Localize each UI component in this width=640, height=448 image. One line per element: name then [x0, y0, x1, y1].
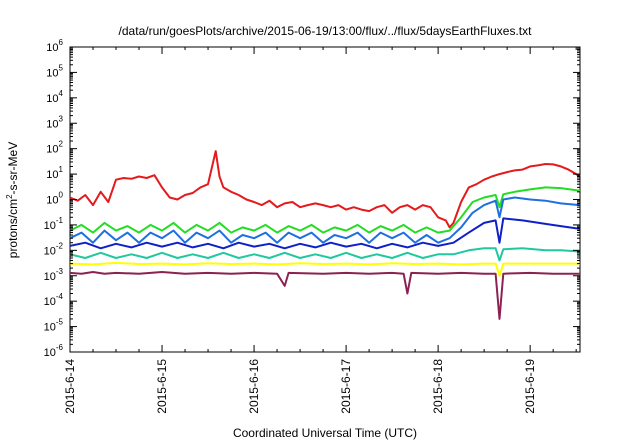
y-tick-label: 10-1: [44, 216, 64, 232]
flux-series-line-7: [69, 271, 580, 320]
y-tick-label: 102: [46, 140, 63, 156]
chart-title: /data/run/goesPlots/archive/2015-06-19/1…: [119, 24, 533, 38]
y-tick-label: 10-6: [44, 343, 64, 359]
flux-series-line-4: [69, 217, 581, 250]
series-group: [69, 150, 581, 320]
y-tick-label: 104: [46, 89, 63, 105]
flux-series-line-5: [69, 247, 581, 262]
x-axis-ticks: 2015-6-14 2015-6-15 2015-6-16 2015-6-17 2015…: [63, 47, 577, 414]
x-axis-label: Coordinated Universal Time (UTC): [233, 426, 417, 440]
y-tick-label: 105: [46, 63, 63, 79]
flux-series-line-1: [69, 150, 581, 229]
y-tick-label: 103: [46, 114, 63, 130]
y-tick-label: 100: [46, 191, 63, 207]
y-axis-label: protons/cm2-s-sr-MeV: [5, 142, 20, 258]
y-tick-label: 106: [46, 38, 63, 54]
y-tick-label: 10-3: [44, 267, 64, 283]
x-tick-label: 2015-6-16: [247, 359, 261, 414]
y-axis-ticks: 10-6 10-5 10-4 10-3 10-2 10-1 100 101 102 103 104 1…: [44, 38, 580, 359]
y-tick-label: 10-5: [44, 318, 64, 334]
x-tick-label: 2015-6-17: [339, 359, 353, 414]
flux-series-line-2: [69, 186, 581, 234]
x-tick-label: 2015-6-14: [63, 359, 77, 414]
flux-series-line-3: [69, 196, 581, 244]
y-tick-label: 10-2: [44, 241, 64, 257]
x-tick-label: 2015-6-15: [155, 359, 169, 414]
y-tick-label: 10-4: [44, 292, 64, 308]
x-tick-label: 2015-6-19: [523, 359, 537, 414]
y-tick-label: 101: [46, 165, 63, 181]
flux-series-line-6: [69, 261, 580, 277]
x-tick-label: 2015-6-18: [431, 359, 445, 414]
